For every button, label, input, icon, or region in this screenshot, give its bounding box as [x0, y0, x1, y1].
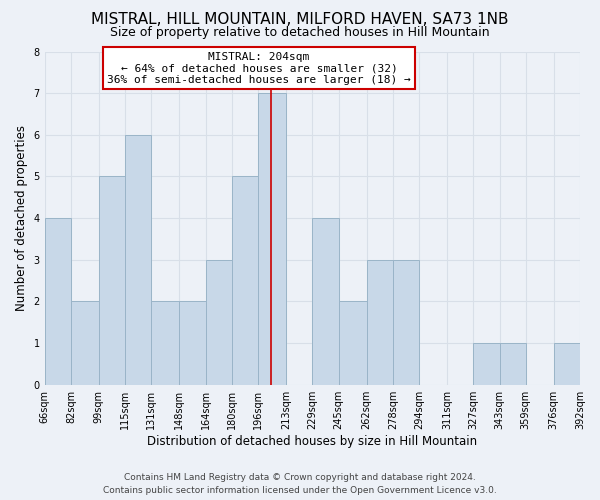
Bar — [206, 260, 232, 384]
Text: MISTRAL: 204sqm
← 64% of detached houses are smaller (32)
36% of semi-detached h: MISTRAL: 204sqm ← 64% of detached houses… — [107, 52, 411, 85]
Bar — [179, 302, 206, 384]
Text: Size of property relative to detached houses in Hill Mountain: Size of property relative to detached ho… — [110, 26, 490, 39]
Bar — [71, 302, 99, 384]
Bar — [313, 218, 338, 384]
Bar — [473, 343, 500, 384]
Y-axis label: Number of detached properties: Number of detached properties — [15, 125, 28, 311]
X-axis label: Distribution of detached houses by size in Hill Mountain: Distribution of detached houses by size … — [147, 434, 478, 448]
Bar — [44, 218, 71, 384]
Bar — [151, 302, 179, 384]
Bar — [232, 176, 258, 384]
Text: MISTRAL, HILL MOUNTAIN, MILFORD HAVEN, SA73 1NB: MISTRAL, HILL MOUNTAIN, MILFORD HAVEN, S… — [91, 12, 509, 28]
Bar — [125, 135, 151, 384]
Bar — [338, 302, 367, 384]
Bar — [367, 260, 393, 384]
Bar — [99, 176, 125, 384]
Bar — [500, 343, 526, 384]
Text: Contains HM Land Registry data © Crown copyright and database right 2024.
Contai: Contains HM Land Registry data © Crown c… — [103, 474, 497, 495]
Bar — [258, 93, 286, 384]
Bar — [554, 343, 580, 384]
Bar — [393, 260, 419, 384]
